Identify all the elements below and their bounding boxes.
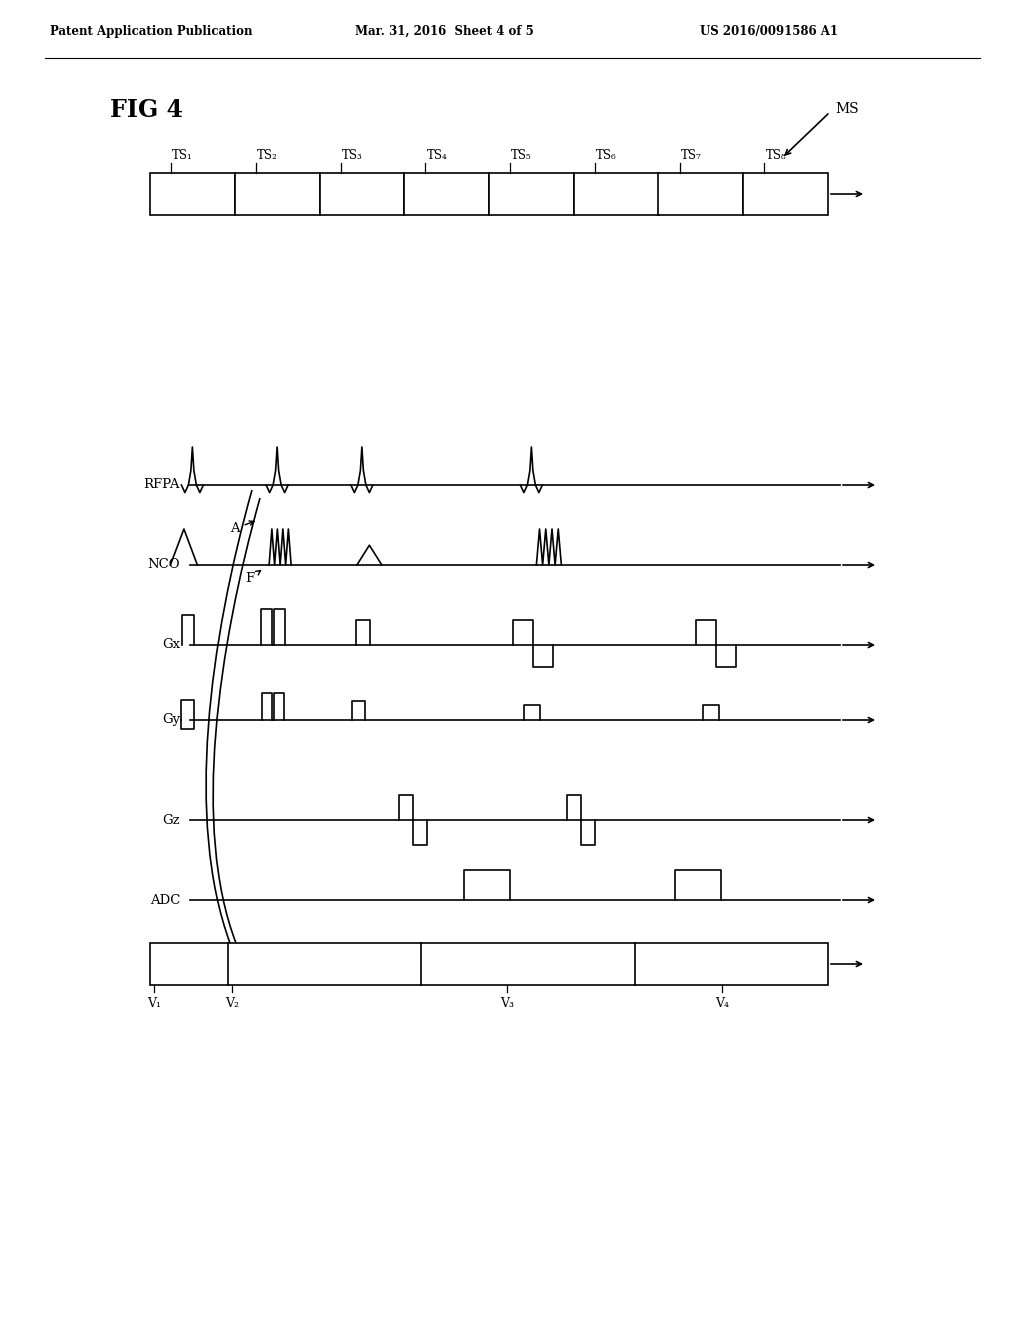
Bar bbox=[743, 173, 828, 215]
Text: F: F bbox=[245, 570, 260, 585]
Bar bbox=[150, 942, 828, 985]
Bar bbox=[573, 173, 658, 215]
Text: TS₃: TS₃ bbox=[342, 149, 362, 162]
Text: Gx: Gx bbox=[162, 639, 180, 652]
Text: TS₈: TS₈ bbox=[765, 149, 786, 162]
Bar bbox=[404, 173, 489, 215]
Text: TS₇: TS₇ bbox=[681, 149, 701, 162]
Text: Gy: Gy bbox=[162, 714, 180, 726]
Bar bbox=[658, 173, 743, 215]
Text: TS₂: TS₂ bbox=[257, 149, 278, 162]
Text: TS₁: TS₁ bbox=[172, 149, 193, 162]
Text: TS₄: TS₄ bbox=[426, 149, 447, 162]
Text: TS₅: TS₅ bbox=[511, 149, 531, 162]
Text: V₂: V₂ bbox=[225, 997, 239, 1010]
Text: Patent Application Publication: Patent Application Publication bbox=[50, 25, 253, 38]
Text: RFPA: RFPA bbox=[143, 479, 180, 491]
Bar bbox=[234, 173, 319, 215]
Text: NCO: NCO bbox=[147, 558, 180, 572]
Bar bbox=[489, 173, 573, 215]
Text: V₃: V₃ bbox=[500, 997, 514, 1010]
Text: ADC: ADC bbox=[150, 894, 180, 907]
Bar bbox=[150, 173, 234, 215]
Text: Mar. 31, 2016  Sheet 4 of 5: Mar. 31, 2016 Sheet 4 of 5 bbox=[355, 25, 534, 38]
Text: US 2016/0091586 A1: US 2016/0091586 A1 bbox=[700, 25, 838, 38]
Text: A: A bbox=[230, 521, 254, 535]
Text: MS: MS bbox=[835, 102, 859, 116]
Text: TS₆: TS₆ bbox=[596, 149, 616, 162]
Text: Gz: Gz bbox=[163, 813, 180, 826]
Text: V₄: V₄ bbox=[715, 997, 729, 1010]
Text: V₁: V₁ bbox=[147, 997, 161, 1010]
Text: FIG 4: FIG 4 bbox=[110, 98, 183, 121]
Bar bbox=[319, 173, 404, 215]
